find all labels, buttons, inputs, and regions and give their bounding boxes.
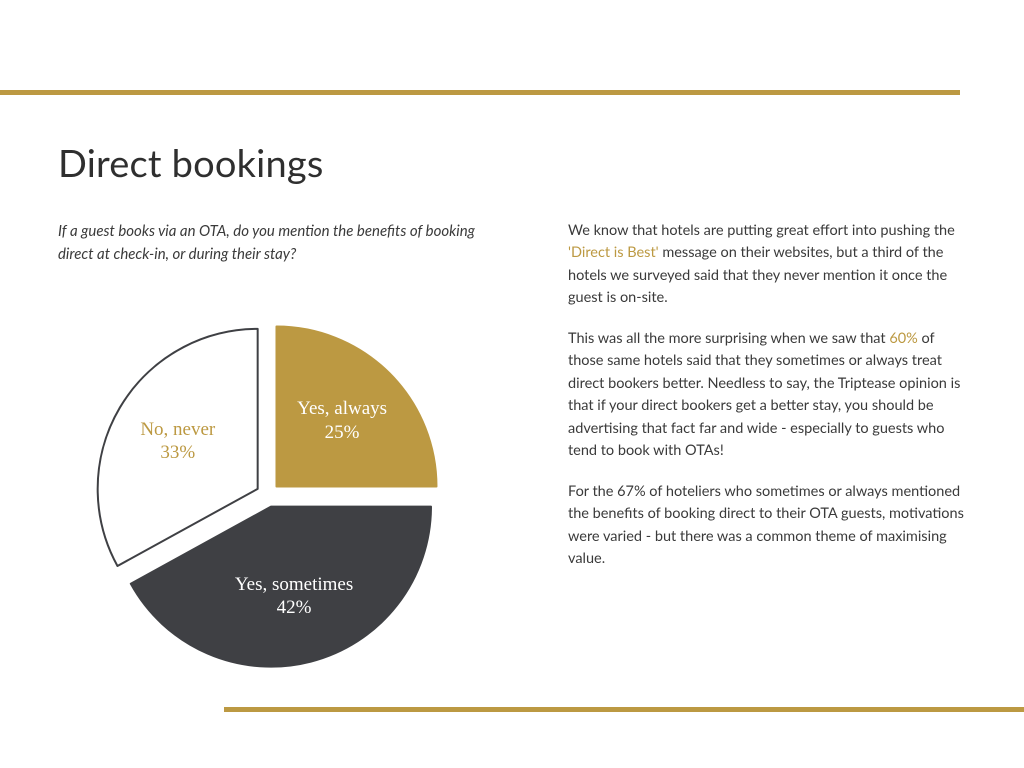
pie-chart: Yes, always25%Yes, sometimes42%No, never… xyxy=(78,305,458,685)
left-column: If a guest books via an OTA, do you ment… xyxy=(58,220,508,685)
body-paragraph: This was all the more surprising when we… xyxy=(568,328,966,463)
pie-svg xyxy=(78,305,458,685)
body-paragraph: For the 67% of hoteliers who sometimes o… xyxy=(568,481,966,571)
accent-text: 'Direct is Best' xyxy=(568,244,659,261)
accent-text: 60% xyxy=(889,330,917,347)
pie-slice xyxy=(276,327,436,487)
columns: If a guest books via an OTA, do you ment… xyxy=(58,220,966,685)
page-content: Direct bookings If a guest books via an … xyxy=(58,140,966,688)
page-title: Direct bookings xyxy=(58,140,966,186)
survey-question: If a guest books via an OTA, do you ment… xyxy=(58,220,478,265)
top-rule xyxy=(0,90,960,95)
bottom-rule xyxy=(224,707,1024,712)
body-paragraph: We know that hotels are putting great ef… xyxy=(568,220,966,310)
right-column: We know that hotels are putting great ef… xyxy=(568,220,966,685)
